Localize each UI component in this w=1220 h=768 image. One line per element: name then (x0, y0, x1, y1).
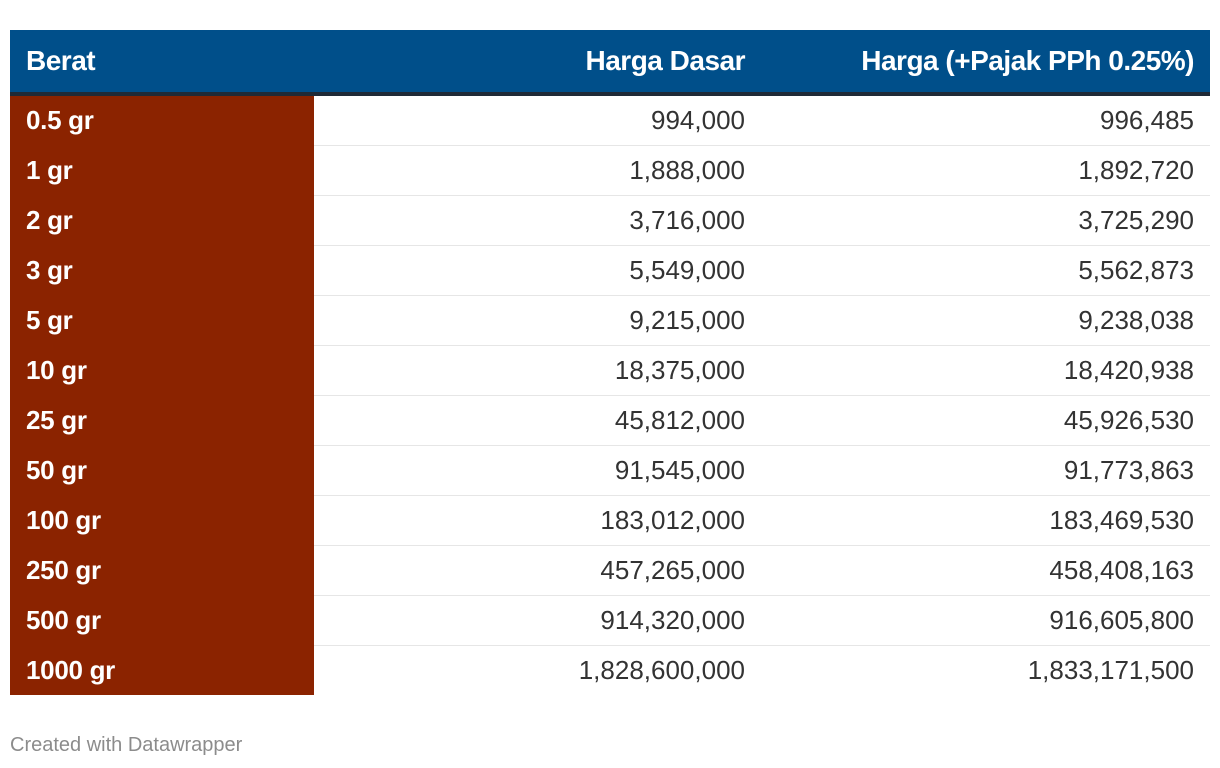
column-header-berat[interactable]: Berat (10, 30, 314, 96)
table-row: 2 gr 3,716,000 3,725,290 (10, 195, 1210, 246)
table-row: 3 gr 5,549,000 5,562,873 (10, 245, 1210, 296)
cell-weight: 3 gr (10, 245, 314, 296)
cell-weight: 100 gr (10, 495, 314, 546)
cell-harga-dasar: 3,716,000 (314, 195, 761, 246)
cell-weight: 1 gr (10, 145, 314, 196)
cell-harga-pajak: 996,485 (761, 94, 1210, 146)
cell-weight: 2 gr (10, 195, 314, 246)
cell-harga-dasar: 1,828,600,000 (578, 655, 745, 685)
cell-harga-dasar: 183,012,000 (314, 495, 761, 546)
header-row: Berat Harga Dasar Harga (+Pajak PPh 0.25… (10, 30, 1210, 96)
cell-weight: 5 gr (10, 295, 314, 346)
table-row: 50 gr 91,545,000 91,773,863 (10, 445, 1210, 496)
cell-weight: 25 gr (10, 395, 314, 446)
cell-weight: 10 gr (10, 345, 314, 396)
cell-harga-pajak: 91,773,863 (761, 445, 1210, 496)
column-header-harga-dasar[interactable]: Harga Dasar (314, 30, 761, 96)
cell-harga-pajak: 1,833,171,500 (1027, 655, 1194, 685)
cell-harga-pajak: 458,408,163 (761, 545, 1210, 596)
table-row: 10 gr 18,375,000 18,420,938 (10, 345, 1210, 396)
cell-weight: 500 gr (10, 595, 314, 646)
table-row: 5 gr 9,215,000 9,238,038 (10, 295, 1210, 346)
credit-text: Created with Datawrapper (10, 734, 243, 756)
table-body: 0.5 gr 994,000 996,485 1 gr 1,888,000 1,892,7… (10, 94, 1210, 695)
price-table: Berat Harga Dasar Harga (+Pajak PPh 0.25… (10, 30, 1210, 695)
cell-harga-dasar: 1,888,000 (314, 145, 761, 196)
table-row: 500 gr 914,320,000 916,605,800 (10, 595, 1210, 646)
cell-weight: 250 gr (10, 545, 314, 596)
table-row: 250 gr 457,265,000 458,408,163 (10, 545, 1210, 596)
cell-harga-pajak: 18,420,938 (761, 345, 1210, 396)
table-container: Berat Harga Dasar Harga (+Pajak PPh 0.25… (10, 30, 1210, 695)
table-header: Berat Harga Dasar Harga (+Pajak PPh 0.25… (10, 30, 1210, 96)
cell-harga-pajak: 5,562,873 (761, 245, 1210, 296)
cell-harga-pajak: 916,605,800 (761, 595, 1210, 646)
cell-harga-pajak: 1,892,720 (761, 145, 1210, 196)
cell-harga-pajak: 183,469,530 (761, 495, 1210, 546)
cell-harga-dasar: 457,265,000 (314, 545, 761, 596)
cell-harga-pajak: 45,926,530 (761, 395, 1210, 446)
table-row: 0.5 gr 994,000 996,485 (10, 94, 1210, 146)
table-row: 100 gr 183,012,000 183,469,530 (10, 495, 1210, 546)
cell-harga-dasar: 994,000 (314, 94, 761, 146)
cell-harga-dasar: 9,215,000 (314, 295, 761, 346)
cell-weight: 1000 gr (10, 645, 314, 695)
cell-weight: 0.5 gr (10, 94, 314, 146)
table-row: 25 gr 45,812,000 45,926,530 (10, 395, 1210, 446)
cell-harga-dasar: 914,320,000 (314, 595, 761, 646)
column-header-harga-pajak[interactable]: Harga (+Pajak PPh 0.25%) (761, 30, 1210, 96)
cell-harga-dasar: 18,375,000 (314, 345, 761, 396)
cell-weight: 50 gr (10, 445, 314, 496)
table-row: 1000 gr 1,828,600,000 1,833,171,500 (10, 645, 1210, 695)
table-row: 1 gr 1,888,000 1,892,720 (10, 145, 1210, 196)
cell-harga-dasar: 5,549,000 (314, 245, 761, 296)
cell-harga-pajak: 9,238,038 (761, 295, 1210, 346)
cell-harga-dasar: 45,812,000 (314, 395, 761, 446)
cell-harga-dasar: 91,545,000 (314, 445, 761, 496)
cell-harga-pajak: 3,725,290 (761, 195, 1210, 246)
